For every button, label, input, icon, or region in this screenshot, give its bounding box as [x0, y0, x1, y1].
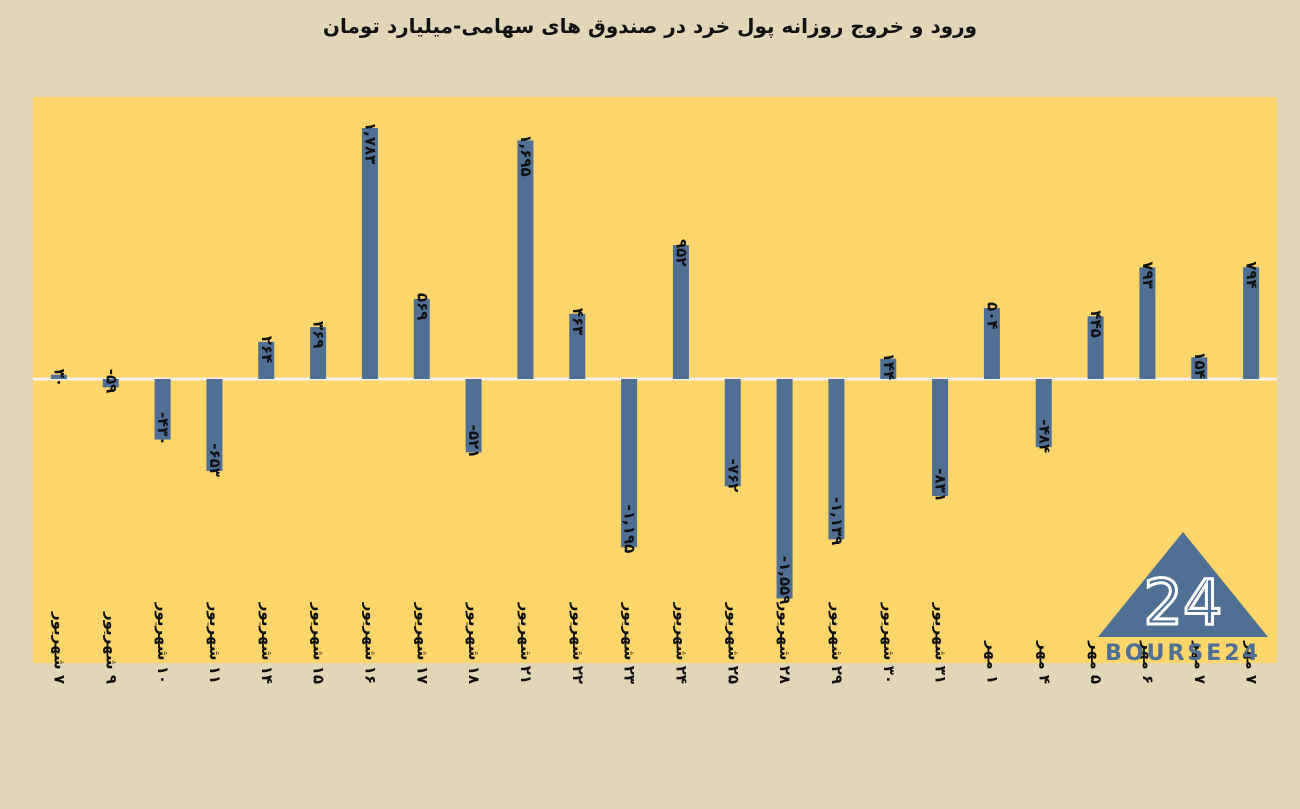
data-label: -۱,۵۵۹ [776, 556, 794, 605]
data-label: ۴۴۵ [1087, 310, 1105, 337]
x-tick-label: ۱۵ شهریور [310, 602, 328, 684]
data-label: ۱۴۴ [880, 353, 898, 380]
x-tick-label: ۵ مهر [1087, 640, 1105, 684]
bar [50, 374, 67, 379]
x-tick-label: ۴ مهر [1035, 640, 1053, 684]
bar [1087, 316, 1104, 379]
bar [724, 379, 741, 487]
bar [154, 379, 171, 440]
data-label: ۵۰۴ [983, 302, 1001, 329]
data-label: -۵۹ [102, 369, 120, 394]
data-label: -۷۶۲ [724, 459, 742, 493]
data-label: ۱,۶۹۵ [517, 134, 535, 176]
data-label: ۷۹۴ [1243, 261, 1261, 288]
chart-title: ورود و خروج روزانه پول خرد در صندوق های … [322, 14, 978, 38]
x-tick-label: ۱۴ شهریور [258, 602, 276, 684]
bar [1035, 379, 1052, 448]
data-label: -۶۵۳ [206, 443, 224, 477]
bar [465, 379, 482, 453]
bar [621, 379, 638, 548]
x-tick-label: ۳۱ شهریور [932, 602, 950, 684]
data-label: -۴۳۰ [154, 412, 172, 446]
bar [672, 244, 689, 379]
bar [1243, 267, 1260, 379]
data-label: ۲۶۴ [258, 336, 276, 363]
bar [361, 128, 378, 379]
x-tick-label: ۲۳ شهریور [621, 602, 639, 684]
bourse24-logo-icon: 24 [1098, 532, 1268, 641]
x-tick-label: ۷ شهریور [50, 611, 68, 684]
bar [310, 327, 327, 379]
logo-text: BOURSE24 [1105, 641, 1261, 666]
x-tick-label: ۱۱ شهریور [206, 602, 224, 684]
bar [1191, 357, 1208, 379]
bar [258, 341, 275, 379]
bar [413, 298, 430, 379]
data-label: ۳۶۹ [310, 321, 328, 348]
x-tick-label: ۲۴ شهریور [672, 602, 690, 684]
bar [776, 379, 793, 599]
x-tick-label: ۲۹ شهریور [828, 602, 846, 684]
data-label: -۴۸۴ [1035, 419, 1053, 453]
bar [1139, 267, 1156, 379]
bar [517, 140, 534, 379]
x-tick-label: ۱ مهر [983, 640, 1001, 684]
bar [102, 379, 119, 388]
data-label: ۷۹۳ [1139, 261, 1157, 288]
data-label: ۹۵۲ [672, 239, 690, 266]
bar [983, 308, 1000, 379]
x-tick-label: ۱۶ شهریور [361, 602, 379, 684]
x-tick-label: ۷ مهر [1243, 640, 1261, 684]
data-label: ۱۵۴ [1191, 351, 1209, 378]
x-tick-label: ۱۰ شهریور [154, 602, 172, 684]
bar [880, 358, 897, 379]
x-tick-label: ۳۰ شهریور [880, 602, 898, 684]
logo-mark: 24 [1144, 566, 1223, 639]
x-tick-label: ۲۵ شهریور [724, 602, 742, 684]
bar [206, 379, 223, 471]
data-label: -۸۳۱ [932, 468, 950, 502]
data-label: -۱,۱۳۹ [828, 497, 846, 546]
x-tick-label: ۲۸ شهریور [776, 602, 794, 684]
data-label: ۵۶۹ [413, 293, 431, 320]
bar [569, 313, 586, 379]
x-tick-label: ۲۱ شهریور [517, 602, 535, 684]
data-label: -۵۲۱ [465, 425, 483, 459]
data-label: ۴۶۳ [569, 308, 587, 335]
data-label: -۱,۱۹۵ [621, 505, 639, 554]
bar [932, 379, 949, 496]
x-tick-label: ۶ مهر [1139, 640, 1157, 684]
x-tick-label: ۱۸ شهریور [465, 602, 483, 684]
x-tick-label: ۲۲ شهریور [569, 602, 587, 684]
x-tick-label: ۹ شهریور [102, 611, 120, 684]
data-label: ۱,۷۸۳ [361, 122, 379, 164]
x-tick-label: ۷ مهر [1191, 640, 1209, 684]
x-tick-label: ۱۷ شهریور [413, 602, 431, 684]
bar [828, 379, 845, 540]
data-label: ۳۰ [50, 369, 68, 387]
